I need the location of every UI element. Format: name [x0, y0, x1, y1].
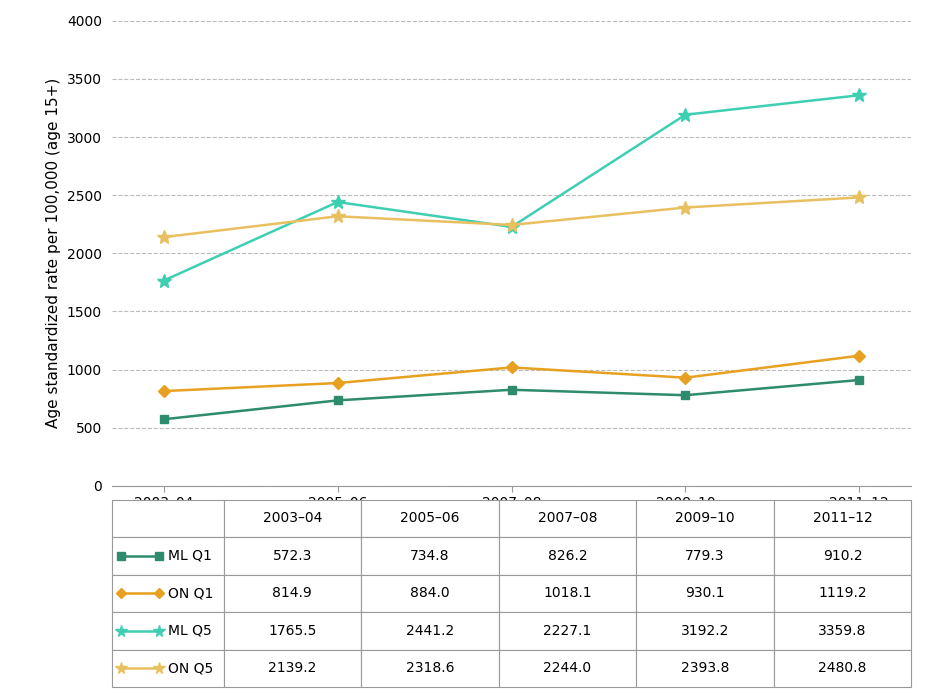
Text: 2480.8: 2480.8 — [818, 661, 867, 675]
Text: ON Q5: ON Q5 — [167, 661, 213, 675]
Text: 910.2: 910.2 — [823, 549, 862, 563]
Text: 2005–06: 2005–06 — [400, 511, 459, 525]
Text: 2244.0: 2244.0 — [543, 661, 591, 675]
Text: 3192.2: 3192.2 — [681, 624, 729, 638]
Text: 572.3: 572.3 — [272, 549, 312, 563]
Text: 2011–12: 2011–12 — [813, 511, 872, 525]
Text: 2393.8: 2393.8 — [681, 661, 729, 675]
Text: 2441.2: 2441.2 — [405, 624, 454, 638]
Y-axis label: Age standardized rate per 100,000 (age 15+): Age standardized rate per 100,000 (age 1… — [46, 78, 61, 428]
Text: ML Q1: ML Q1 — [167, 549, 211, 563]
Text: 1018.1: 1018.1 — [543, 586, 591, 600]
Text: 779.3: 779.3 — [685, 549, 724, 563]
Text: 2139.2: 2139.2 — [268, 661, 316, 675]
Text: 1119.2: 1119.2 — [818, 586, 867, 600]
Text: ML Q5: ML Q5 — [167, 624, 211, 638]
Text: 884.0: 884.0 — [410, 586, 450, 600]
Text: 1765.5: 1765.5 — [268, 624, 316, 638]
Text: 2227.1: 2227.1 — [543, 624, 591, 638]
Text: 814.9: 814.9 — [272, 586, 312, 600]
Text: 2318.6: 2318.6 — [405, 661, 454, 675]
Text: 2003–04: 2003–04 — [262, 511, 322, 525]
Text: ON Q1: ON Q1 — [167, 586, 213, 600]
Text: 734.8: 734.8 — [410, 549, 450, 563]
Text: 3359.8: 3359.8 — [818, 624, 867, 638]
Text: 826.2: 826.2 — [548, 549, 588, 563]
Text: 2007–08: 2007–08 — [538, 511, 597, 525]
Text: 2009–10: 2009–10 — [675, 511, 735, 525]
Text: 930.1: 930.1 — [685, 586, 724, 600]
